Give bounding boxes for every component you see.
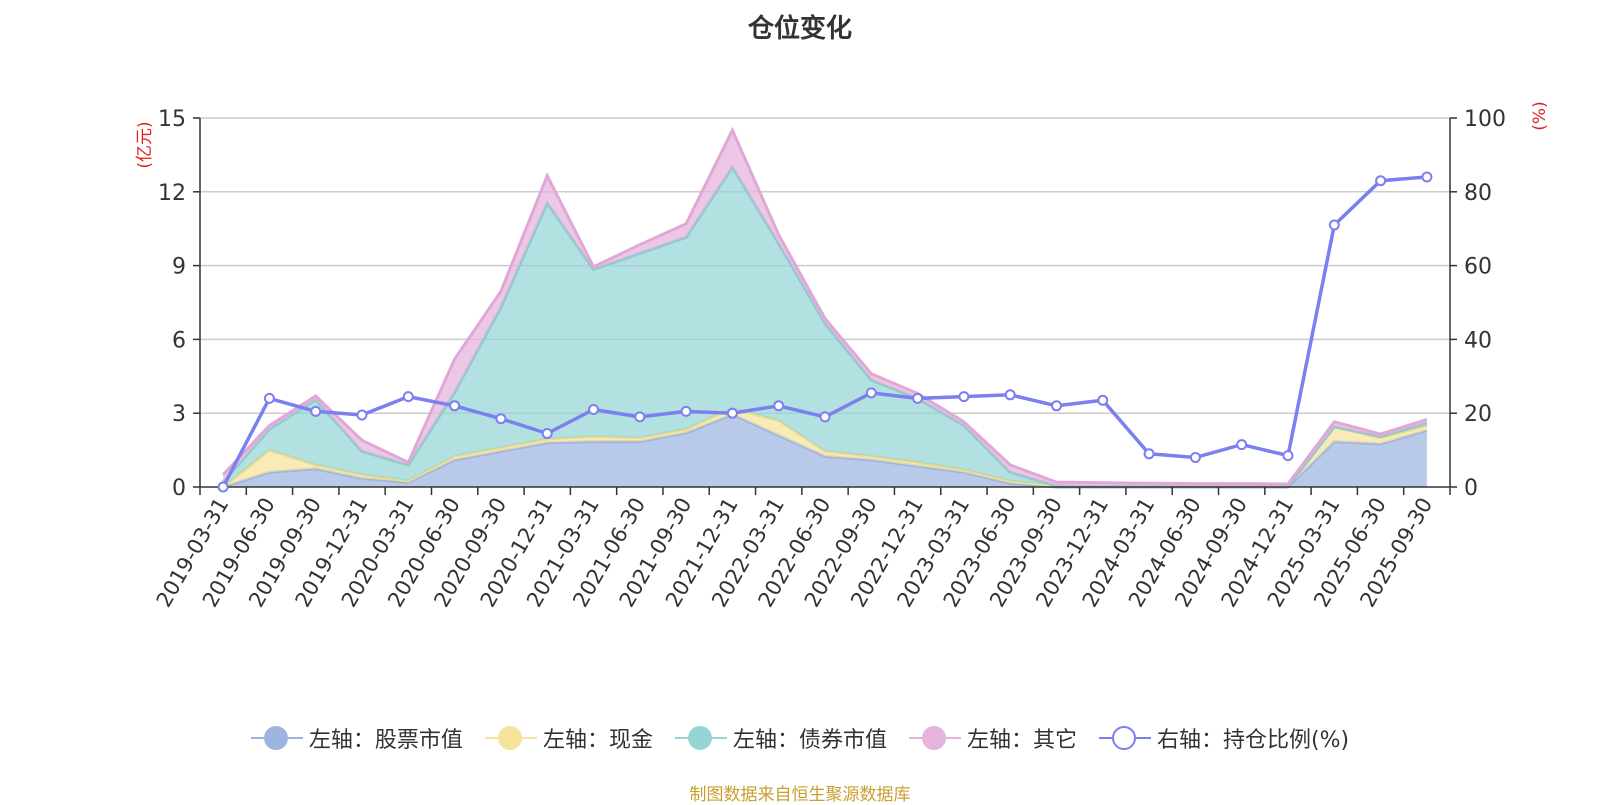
ratio-point	[773, 400, 785, 412]
legend-symbol-icon	[674, 726, 727, 750]
legend-symbol-icon	[250, 726, 303, 750]
ratio-point	[217, 481, 229, 493]
legend-label: 左轴：其它	[966, 728, 1077, 753]
left-axis-tick-label: 12	[158, 181, 186, 206]
legend-label: 左轴：现金	[542, 728, 653, 753]
ratio-point	[1328, 219, 1340, 231]
right-axis-tick-label: 80	[1464, 181, 1492, 206]
legend-item-stock[interactable]: 左轴：股票市值	[250, 722, 463, 754]
ratio-point	[958, 391, 970, 403]
ratio-point	[1004, 389, 1016, 401]
area-edge-series-3	[222, 126, 1428, 486]
ratio-point	[356, 409, 368, 421]
legend-item-other[interactable]: 左轴：其它	[908, 722, 1077, 754]
legend-symbol-icon	[484, 726, 537, 750]
legend-item-cash[interactable]: 左轴：现金	[484, 722, 653, 754]
left-axis-unit: (亿元)	[135, 121, 155, 168]
ratio-point	[310, 405, 322, 417]
ratio-point	[541, 428, 553, 439]
ratio-line-series	[217, 171, 1433, 493]
ratio-point	[865, 387, 877, 399]
legend: 左轴：股票市值 左轴：现金 左轴：债券市值 左轴：其它 右轴：持仓比例(%)	[0, 722, 1600, 754]
ratio-point	[1421, 171, 1433, 183]
legend-label: 右轴：持仓比例(%)	[1156, 728, 1350, 753]
legend-item-ratio[interactable]: 右轴：持仓比例(%)	[1098, 722, 1350, 754]
legend-label: 左轴：债券市值	[732, 728, 887, 753]
ratio-point	[402, 391, 414, 403]
ratio-point	[495, 413, 507, 425]
legend-symbol-icon	[1098, 726, 1151, 750]
right-axis-tick-label: 100	[1464, 107, 1506, 132]
right-axis-tick-label: 0	[1464, 476, 1478, 501]
legend-label: 左轴：股票市值	[308, 728, 463, 753]
ratio-point	[819, 411, 831, 423]
right-axis-tick-label: 60	[1464, 255, 1492, 280]
area-series-0	[223, 414, 1427, 487]
left-axis-tick-label: 9	[172, 255, 186, 280]
right-axis-tick-label: 40	[1464, 328, 1492, 353]
left-axis-tick-label: 3	[172, 402, 186, 427]
right-axis-tick-label: 20	[1464, 402, 1492, 427]
ratio-point	[1282, 450, 1294, 462]
ratio-point	[726, 407, 738, 419]
chart-title: 仓位变化	[747, 14, 852, 44]
ratio-point	[1143, 448, 1155, 460]
left-axis-tick-label: 6	[172, 328, 186, 353]
ratio-point	[634, 411, 646, 423]
right-axis-unit: (%)	[1530, 101, 1550, 130]
ratio-point	[1236, 439, 1248, 451]
stacked-areas	[221, 126, 1428, 489]
left-axis-tick-label: 15	[158, 107, 186, 132]
legend-item-bond[interactable]: 左轴：债券市值	[674, 722, 887, 754]
legend-symbol-icon	[908, 726, 961, 750]
ratio-point	[588, 404, 599, 415]
data-source-note: 制图数据来自恒生聚源数据库	[689, 785, 911, 805]
area-series-2	[223, 167, 1427, 487]
ratio-point	[680, 405, 692, 417]
ratio-point	[1375, 175, 1387, 187]
ratio-point	[1051, 400, 1062, 412]
ratio-point	[449, 400, 461, 412]
ratio-point	[1189, 452, 1201, 463]
left-axis-tick-label: 0	[172, 476, 186, 501]
ratio-point	[912, 392, 924, 404]
ratio-point	[1097, 394, 1109, 406]
ratio-point	[263, 392, 275, 404]
